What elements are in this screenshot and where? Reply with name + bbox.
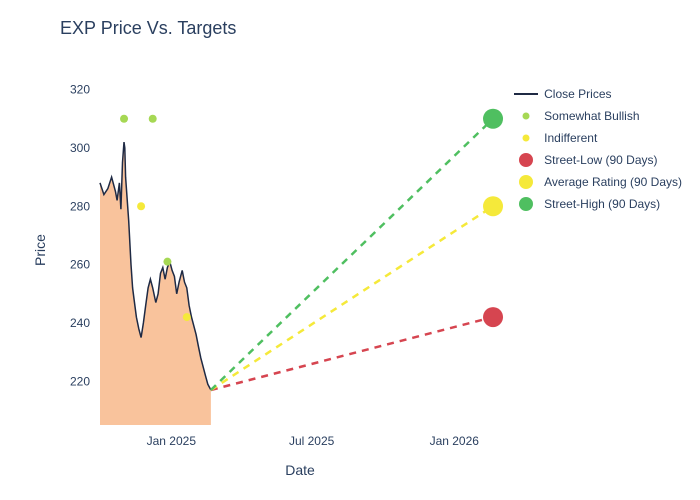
legend-label: Street-Low (90 Days) (544, 153, 657, 167)
close-prices-area (100, 142, 211, 425)
legend-label: Somewhat Bullish (544, 109, 639, 123)
y-tick-label: 300 (70, 141, 90, 155)
y-tick-label: 260 (70, 258, 90, 272)
y-tick-label: 240 (70, 316, 90, 330)
x-axis-label: Date (285, 462, 315, 478)
legend-swatch (512, 174, 540, 190)
target-line (211, 206, 493, 390)
target-marker (483, 196, 503, 216)
chart-title: EXP Price Vs. Targets (60, 18, 236, 39)
legend-item: Indifferent (512, 129, 682, 147)
scatter-point (137, 202, 145, 210)
legend-item: Close Prices (512, 85, 682, 103)
legend-label: Close Prices (544, 87, 611, 101)
x-tick-label: Jan 2026 (430, 434, 480, 448)
target-line (211, 119, 493, 390)
price-chart: 220 240 260 280 300 320 Jan 2025 Jul 2025 Jan 20… (0, 0, 700, 500)
scatter-point (120, 115, 128, 123)
legend-swatch (512, 110, 540, 122)
scatter-point (163, 258, 171, 266)
target-line (211, 317, 493, 390)
legend-item: Street-High (90 Days) (512, 195, 682, 213)
legend-swatch (512, 132, 540, 144)
legend-swatch (512, 152, 540, 168)
x-tick-label: Jan 2025 (147, 434, 197, 448)
legend-swatch (512, 196, 540, 212)
legend-item: Street-Low (90 Days) (512, 151, 682, 169)
target-marker (483, 307, 503, 327)
legend-item: Somewhat Bullish (512, 107, 682, 125)
legend-label: Indifferent (544, 131, 597, 145)
y-tick-label: 220 (70, 374, 90, 388)
legend-label: Average Rating (90 Days) (544, 175, 682, 189)
chart-legend: Close Prices Somewhat Bullish Indifferent S… (512, 85, 682, 217)
legend-label: Street-High (90 Days) (544, 197, 660, 211)
x-tick-label: Jul 2025 (289, 434, 335, 448)
scatter-point (149, 115, 157, 123)
y-tick-label: 320 (70, 83, 90, 97)
chart-container: EXP Price Vs. Targets 220 240 260 280 300 320… (0, 0, 700, 500)
legend-item: Average Rating (90 Days) (512, 173, 682, 191)
y-axis-label: Price (32, 234, 48, 266)
scatter-point (183, 313, 191, 321)
y-tick-label: 280 (70, 199, 90, 213)
target-marker (483, 109, 503, 129)
legend-swatch (512, 88, 540, 100)
